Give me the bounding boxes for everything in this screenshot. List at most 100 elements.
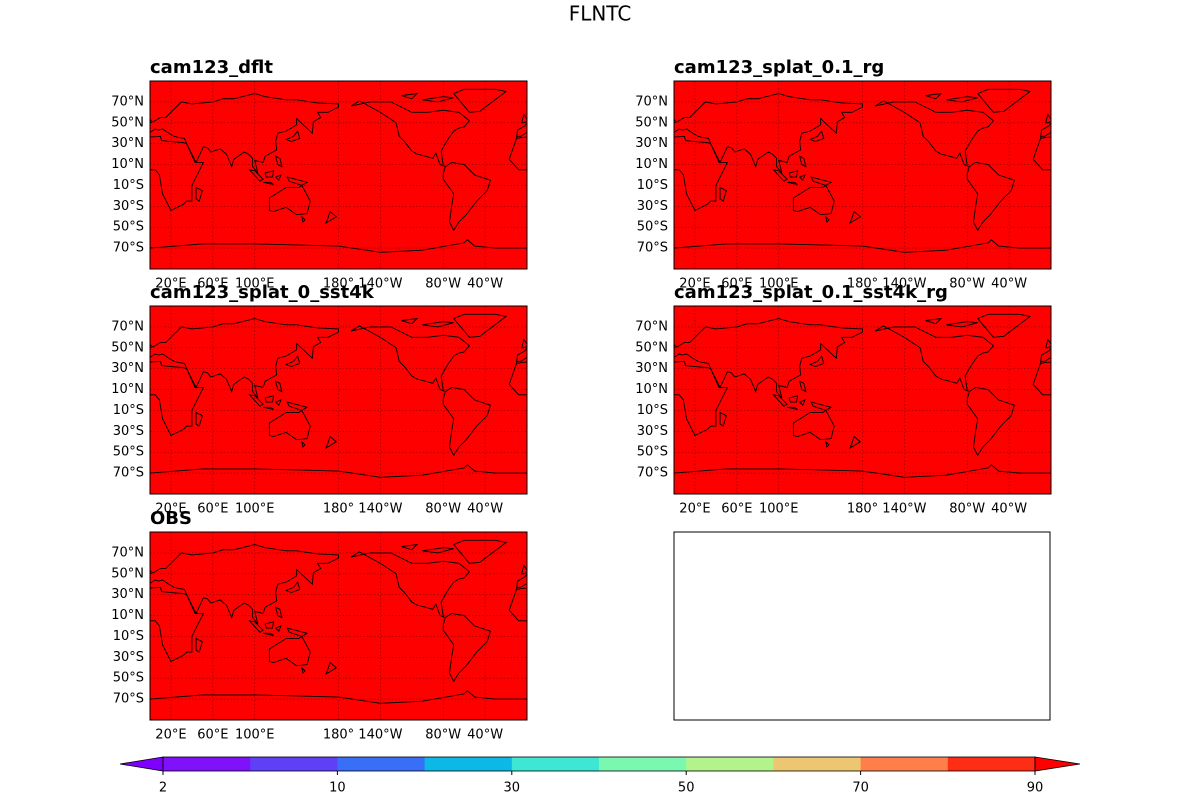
lon-label: 100°E	[235, 502, 275, 517]
figure-title: FLNTC	[569, 2, 632, 26]
lat-label: 10°N	[111, 608, 144, 623]
lat-label: 70°N	[635, 94, 668, 109]
colorbar-segment	[250, 757, 338, 771]
lon-label: 100°E	[235, 728, 275, 743]
lon-label: 20°E	[679, 277, 710, 292]
colorbar-frame	[162, 756, 1036, 772]
lat-label: 10°S	[113, 403, 144, 418]
lon-label: 140°W	[358, 502, 402, 517]
map-fill	[150, 532, 527, 720]
map-panel: cam123_splat_0_sst4k 20°E 60°E 100°E 180° 140…	[111, 282, 528, 517]
lat-label: 70°N	[111, 319, 144, 334]
colorbar-segment	[163, 757, 251, 771]
colorbar-segment	[337, 757, 426, 771]
panel-title: cam123_splat_0_sst4k	[150, 282, 375, 303]
lat-label: 50°S	[637, 445, 668, 460]
lon-label: 60°E	[197, 502, 228, 517]
colorbar-over	[1034, 756, 1081, 772]
lat-label: 50°S	[637, 220, 668, 235]
lat-label: 70°N	[635, 319, 668, 334]
map-panel: cam123_splat_0.1_sst4k_rg 20°E 60°E 100°E 18…	[635, 282, 1052, 517]
colorbar-tick-label: 50	[678, 781, 695, 796]
lon-label: 80°W	[425, 728, 461, 743]
lat-label: 30°S	[637, 199, 668, 214]
panel-title: cam123_splat_0.1_sst4k_rg	[674, 282, 948, 303]
colorbar-segment	[599, 757, 687, 771]
colorbar-tick-label: 10	[329, 781, 346, 796]
lon-label: 40°W	[467, 502, 503, 517]
lon-label: 80°W	[425, 277, 461, 292]
colorbar-tick-label: 90	[1027, 781, 1044, 796]
lon-label: 180°	[847, 502, 878, 517]
lon-label: 140°W	[882, 277, 926, 292]
colorbar-tick-label: 2	[159, 781, 167, 796]
lon-label: 40°W	[991, 277, 1027, 292]
map-fill	[674, 306, 1051, 494]
lat-label: 50°N	[111, 566, 144, 581]
lat-label: 70°S	[113, 466, 144, 481]
lat-label: 70°S	[637, 241, 668, 256]
map-fill	[150, 306, 527, 494]
panel-title: cam123_splat_0.1_rg	[674, 57, 884, 78]
lat-label: 30°S	[113, 650, 144, 665]
lat-label: 50°N	[111, 115, 144, 130]
lat-label: 30°N	[635, 361, 668, 376]
colorbar-segment	[686, 757, 774, 771]
lat-label: 10°S	[113, 629, 144, 644]
lon-label: 20°E	[155, 277, 186, 292]
lon-label: 20°E	[679, 502, 710, 517]
lat-label: 70°S	[637, 466, 668, 481]
lon-label: 140°W	[882, 502, 926, 517]
map-frame	[149, 305, 528, 495]
lat-label: 50°S	[113, 445, 144, 460]
lat-label: 30°S	[113, 424, 144, 439]
lat-label: 50°S	[113, 220, 144, 235]
lon-label: 60°E	[721, 277, 752, 292]
map-panel: cam123_splat_0.1_rg 20°E 60°E 100°E 180° 140°…	[635, 57, 1052, 292]
lat-label: 10°N	[111, 382, 144, 397]
lat-label: 70°N	[111, 94, 144, 109]
map-frame	[673, 305, 1052, 495]
lat-label: 50°S	[113, 671, 144, 686]
map-fill	[150, 81, 527, 269]
panel-title: OBS	[150, 508, 192, 529]
lat-label: 30°N	[111, 361, 144, 376]
lon-label: 140°W	[358, 728, 402, 743]
lat-label: 10°S	[637, 403, 668, 418]
colorbar-tick-label: 30	[504, 781, 521, 796]
lon-label: 20°E	[155, 502, 186, 517]
colorbar-segment	[860, 757, 949, 771]
lon-label: 40°W	[991, 502, 1027, 517]
colorbar-tick-label: 70	[852, 781, 869, 796]
colorbar-segment	[773, 757, 862, 771]
colorbar-segment	[947, 757, 1036, 771]
lat-label: 10°N	[111, 157, 144, 172]
map-frame	[149, 80, 528, 270]
lon-label: 100°E	[235, 277, 275, 292]
colorbar-segment	[511, 757, 600, 771]
lon-label: 80°W	[949, 502, 985, 517]
lat-label: 30°S	[113, 199, 144, 214]
lat-label: 70°S	[113, 692, 144, 707]
map-fill	[674, 81, 1051, 269]
lat-label: 30°N	[635, 136, 668, 151]
lat-label: 30°S	[637, 424, 668, 439]
lon-label: 60°E	[197, 728, 228, 743]
lat-label: 50°N	[111, 340, 144, 355]
lon-label: 180°	[323, 728, 354, 743]
lon-label: 180°	[847, 277, 878, 292]
lat-label: 10°N	[635, 157, 668, 172]
lat-label: 70°N	[111, 545, 144, 560]
empty-panel	[673, 531, 1051, 721]
lon-label: 60°E	[197, 277, 228, 292]
lon-label: 40°W	[467, 728, 503, 743]
lat-label: 10°N	[635, 382, 668, 397]
lat-label: 50°N	[635, 340, 668, 355]
map-frame	[673, 80, 1052, 270]
lon-label: 40°W	[467, 277, 503, 292]
lon-label: 180°	[323, 502, 354, 517]
colorbar-under	[119, 756, 164, 772]
lat-label: 10°S	[113, 178, 144, 193]
colorbar-segment	[424, 757, 513, 771]
